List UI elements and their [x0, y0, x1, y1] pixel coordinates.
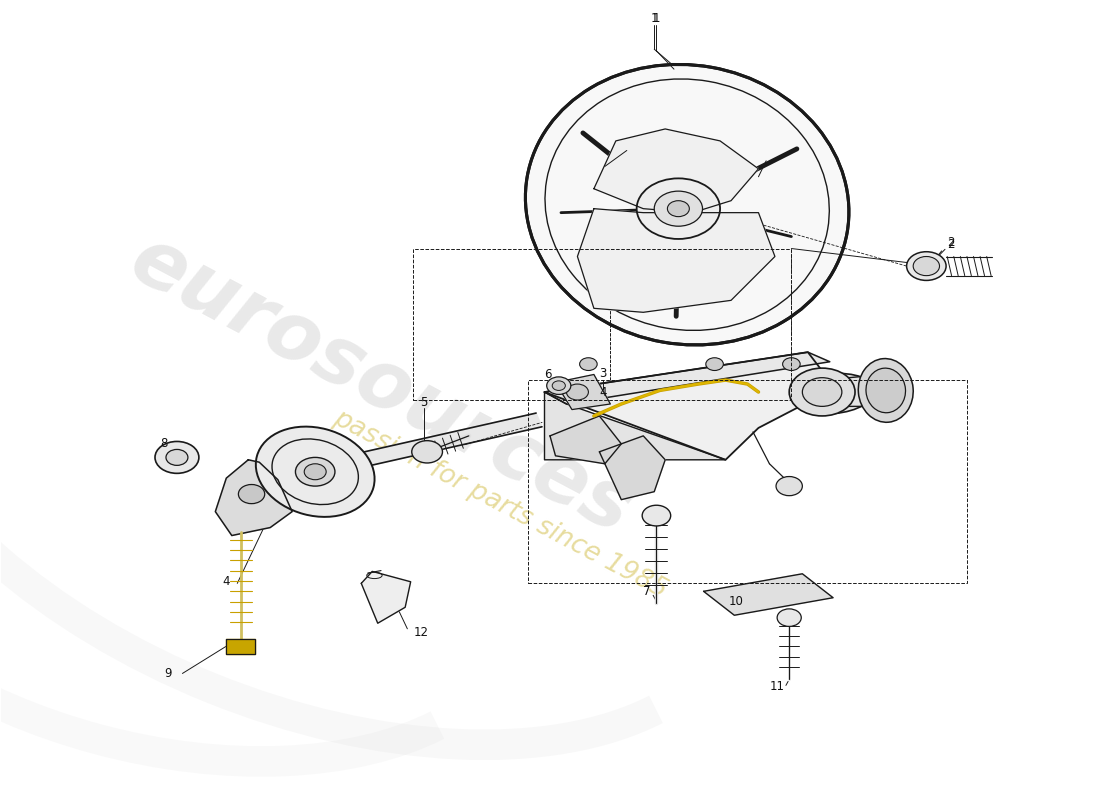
Ellipse shape [166, 450, 188, 466]
Polygon shape [544, 352, 835, 460]
Text: 12: 12 [414, 626, 429, 639]
Text: 7: 7 [642, 585, 650, 598]
Polygon shape [361, 571, 410, 623]
Ellipse shape [776, 477, 802, 496]
Ellipse shape [792, 374, 875, 414]
Polygon shape [227, 639, 255, 654]
Polygon shape [544, 352, 829, 404]
Text: eurosources: eurosources [117, 220, 645, 550]
Ellipse shape [782, 358, 800, 370]
Polygon shape [556, 374, 610, 410]
Ellipse shape [802, 378, 842, 406]
Text: 10: 10 [729, 595, 744, 608]
Polygon shape [578, 209, 774, 312]
Polygon shape [600, 436, 666, 500]
Ellipse shape [526, 65, 849, 345]
Ellipse shape [552, 381, 565, 390]
Ellipse shape [777, 609, 801, 626]
Polygon shape [550, 416, 622, 464]
Ellipse shape [580, 358, 597, 370]
Text: passion for parts since 1985: passion for parts since 1985 [329, 406, 671, 604]
Bar [412, 249, 791, 400]
Ellipse shape [789, 368, 855, 416]
Ellipse shape [239, 485, 265, 504]
Text: 2: 2 [947, 237, 954, 250]
Text: 1: 1 [650, 13, 658, 26]
Text: 11: 11 [770, 681, 784, 694]
Ellipse shape [668, 201, 690, 217]
Ellipse shape [858, 358, 913, 422]
Polygon shape [594, 129, 759, 213]
Polygon shape [278, 413, 542, 485]
Ellipse shape [547, 377, 571, 394]
Ellipse shape [654, 191, 703, 226]
Ellipse shape [155, 442, 199, 474]
Ellipse shape [566, 384, 588, 400]
Text: 2: 2 [947, 238, 954, 251]
Bar [528, 380, 967, 583]
Text: 4: 4 [598, 386, 606, 398]
Text: 3: 3 [600, 367, 606, 380]
Polygon shape [544, 392, 726, 460]
Ellipse shape [256, 426, 375, 517]
Text: 5: 5 [420, 396, 428, 409]
Text: 8: 8 [161, 438, 167, 450]
Text: 6: 6 [544, 368, 551, 381]
Polygon shape [216, 460, 293, 535]
Text: 4: 4 [222, 575, 230, 588]
Ellipse shape [637, 178, 720, 239]
Ellipse shape [706, 358, 724, 370]
Text: 9: 9 [164, 667, 172, 680]
Polygon shape [704, 574, 833, 615]
Polygon shape [822, 374, 884, 406]
Ellipse shape [296, 458, 334, 486]
Ellipse shape [866, 368, 905, 413]
Ellipse shape [642, 506, 671, 526]
Text: 1: 1 [652, 13, 660, 26]
Ellipse shape [305, 464, 327, 480]
Ellipse shape [411, 441, 442, 463]
Ellipse shape [906, 252, 946, 281]
Ellipse shape [913, 257, 939, 276]
